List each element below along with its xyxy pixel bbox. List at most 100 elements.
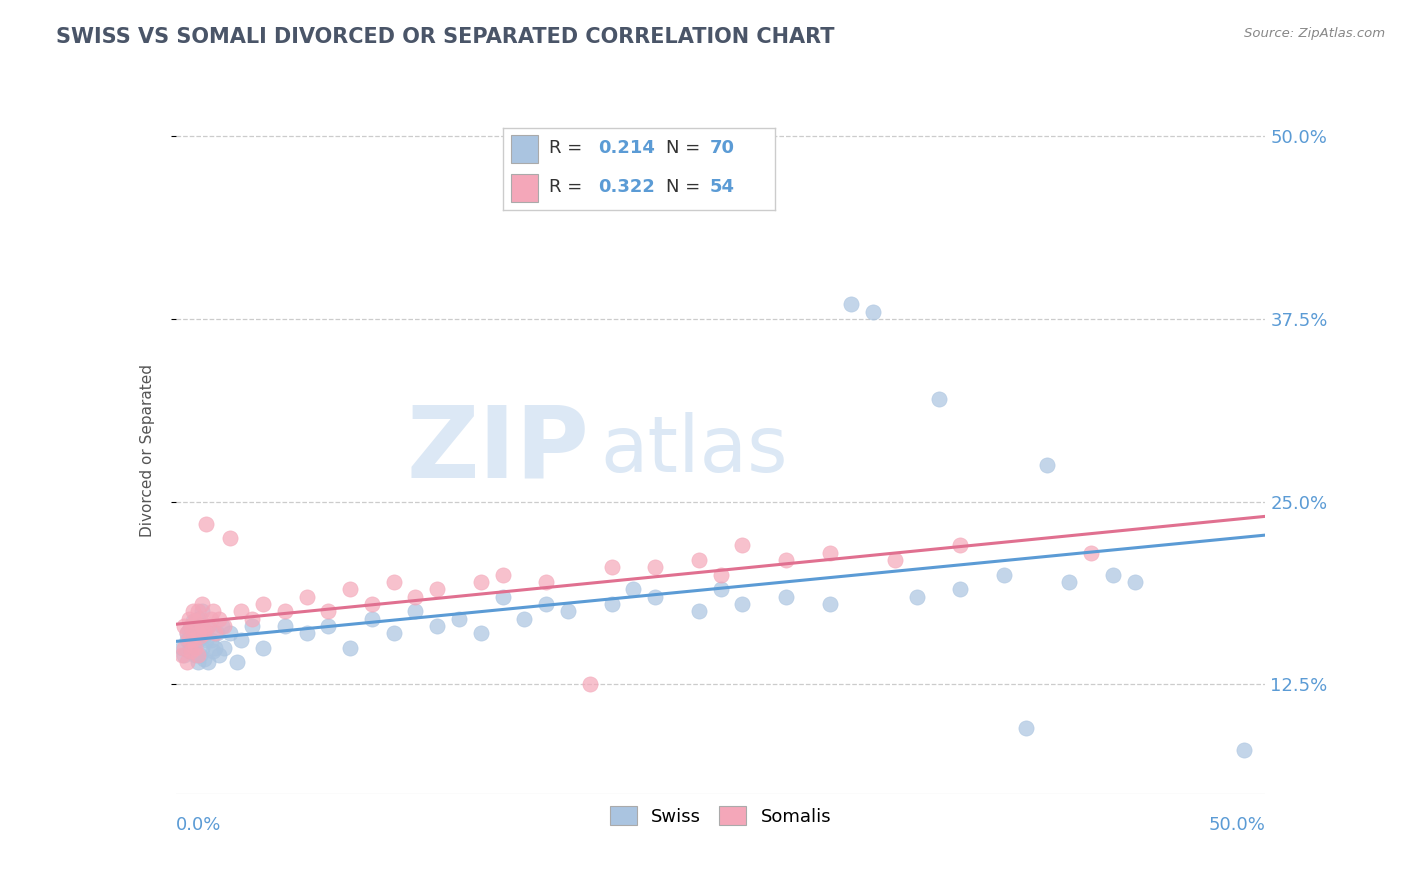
Point xyxy=(219,626,242,640)
Y-axis label: Divorced or Separated: Divorced or Separated xyxy=(141,364,155,537)
Point xyxy=(188,626,211,640)
Point xyxy=(181,615,204,629)
Point xyxy=(177,611,200,625)
Point xyxy=(208,648,231,662)
Point xyxy=(231,633,253,648)
Point xyxy=(295,626,318,640)
Point xyxy=(361,597,384,611)
Point xyxy=(197,619,219,633)
Point xyxy=(172,640,194,655)
Point xyxy=(884,553,907,567)
Text: atlas: atlas xyxy=(600,412,789,489)
Point xyxy=(177,633,200,648)
Point xyxy=(225,656,247,670)
Point xyxy=(339,640,361,655)
Point xyxy=(534,597,557,611)
Text: 50.0%: 50.0% xyxy=(1209,816,1265,834)
Point xyxy=(534,574,557,589)
Point xyxy=(1059,574,1081,589)
Point xyxy=(1102,567,1125,582)
Point xyxy=(193,626,215,640)
Point xyxy=(492,590,515,604)
Text: ZIP: ZIP xyxy=(406,402,591,499)
Point xyxy=(841,297,863,311)
Point xyxy=(318,604,340,618)
Point xyxy=(219,531,242,545)
Point xyxy=(188,648,211,662)
Point xyxy=(172,648,194,662)
Point xyxy=(184,640,207,655)
Point xyxy=(470,574,492,589)
Point xyxy=(193,652,215,666)
Point xyxy=(195,516,218,531)
Text: 54: 54 xyxy=(710,178,735,196)
Point xyxy=(177,624,200,638)
Text: 0.0%: 0.0% xyxy=(176,816,221,834)
Point xyxy=(1080,546,1102,560)
Point xyxy=(426,582,449,597)
Point xyxy=(211,619,233,633)
Point xyxy=(180,638,202,652)
Point xyxy=(184,648,207,662)
Point xyxy=(208,611,231,625)
Point xyxy=(949,582,972,597)
Point xyxy=(862,304,884,318)
Point xyxy=(644,590,666,604)
Point xyxy=(405,590,427,604)
Point xyxy=(928,392,950,407)
Point xyxy=(181,633,204,648)
Text: SWISS VS SOMALI DIVORCED OR SEPARATED CORRELATION CHART: SWISS VS SOMALI DIVORCED OR SEPARATED CO… xyxy=(56,27,835,46)
Point xyxy=(775,553,797,567)
Point xyxy=(949,538,972,552)
Point xyxy=(274,604,297,618)
FancyBboxPatch shape xyxy=(510,174,538,202)
Point xyxy=(176,633,198,648)
Point xyxy=(212,619,235,633)
Text: Source: ZipAtlas.com: Source: ZipAtlas.com xyxy=(1244,27,1385,40)
Point xyxy=(212,640,235,655)
Point xyxy=(252,640,274,655)
Point xyxy=(184,629,207,643)
Point xyxy=(173,648,195,662)
Point xyxy=(295,590,318,604)
Point xyxy=(180,643,202,657)
Point xyxy=(197,619,219,633)
Point xyxy=(361,611,384,625)
Point xyxy=(339,582,361,597)
Point xyxy=(195,633,218,648)
Point xyxy=(204,640,226,655)
Text: N =: N = xyxy=(666,178,706,196)
Point xyxy=(447,611,470,625)
Text: R =: R = xyxy=(548,139,588,157)
Point xyxy=(1015,721,1038,735)
Point xyxy=(188,611,211,625)
Legend: Swiss, Somalis: Swiss, Somalis xyxy=(603,799,838,833)
Point xyxy=(600,560,623,574)
Text: N =: N = xyxy=(666,139,706,157)
Point xyxy=(252,597,274,611)
Point xyxy=(644,560,666,574)
Point xyxy=(176,656,198,670)
Point xyxy=(905,590,928,604)
Point xyxy=(688,553,710,567)
Text: 70: 70 xyxy=(710,139,735,157)
Point xyxy=(186,633,209,648)
Point xyxy=(186,604,209,618)
Point xyxy=(775,590,797,604)
Point xyxy=(201,643,224,657)
Point xyxy=(176,626,198,640)
Point xyxy=(191,597,214,611)
Point xyxy=(405,604,427,618)
Point xyxy=(382,574,405,589)
Point xyxy=(1123,574,1146,589)
Point xyxy=(240,619,263,633)
Text: 0.322: 0.322 xyxy=(598,178,655,196)
Point xyxy=(710,582,733,597)
Point xyxy=(191,619,214,633)
Point xyxy=(200,611,222,625)
Point xyxy=(557,604,579,618)
Point xyxy=(382,626,405,640)
Point xyxy=(191,604,214,618)
Point xyxy=(579,677,602,691)
Point xyxy=(191,640,214,655)
